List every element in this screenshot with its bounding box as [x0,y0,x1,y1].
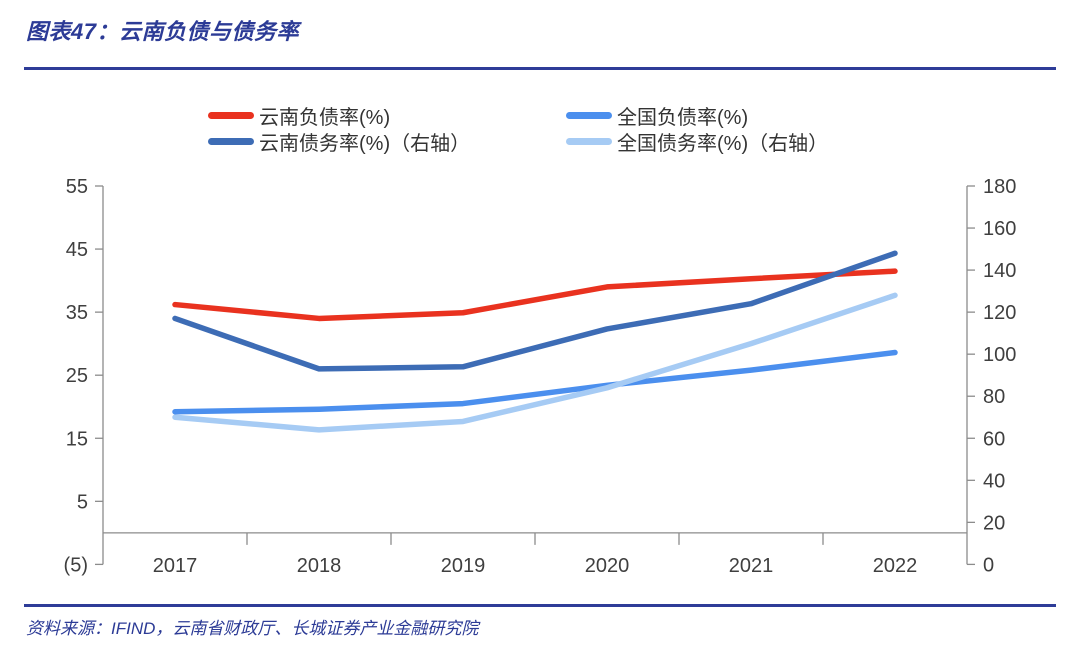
right-axis-tick-label: 180 [983,176,1016,198]
legend-label: 全国负债率(%) [617,106,749,129]
year-label: 2022 [873,555,918,577]
legend-marker-lightblue [566,137,612,145]
left-axis-tick-label: 55 [66,176,88,198]
left-axis-tick-label: 25 [66,365,88,387]
series-line-3 [172,292,898,433]
legend-marker-darkblue [208,137,254,145]
legend-marker-blue [566,111,612,119]
title-divider [24,67,1056,70]
right-axis-tick-label: 0 [983,554,994,576]
left-axis-tick-label: 15 [66,428,88,450]
series-line-2 [172,349,898,415]
year-label: 2020 [585,555,630,577]
year-label: 2021 [729,555,774,577]
right-axis-tick-label: 100 [983,344,1016,366]
right-axis-tick-label: 20 [983,512,1005,534]
legend-item-yunnan-fuzhailv: 云南负债率(%) [208,103,566,129]
right-axis-tick-label: 120 [983,302,1016,324]
left-axis-tick-label: (5) [64,554,88,576]
legend-item-quanguo-zhaiwulv: 全国债务率(%)（右轴） [566,129,829,155]
left-axis-tick-label: 45 [66,239,88,261]
year-label: 2017 [153,555,198,577]
left-axis-tick-label: 35 [66,302,88,324]
left-axis-tick-label: 5 [77,491,88,513]
legend-label: 云南债务率(%)（右轴） [259,132,471,155]
footer-divider [24,604,1056,607]
legend-item-yunnan-zhaiwulv: 云南债务率(%)（右轴） [208,129,566,155]
series-line-1 [172,250,898,372]
legend-item-quanguo-fuzhailv: 全国负债率(%) [566,103,828,129]
source-note: 资料来源：IFIND，云南省财政厅、长城证券产业金融研究院 [26,619,479,638]
legend-marker-red [208,111,254,119]
right-axis-tick-label: 140 [983,260,1016,282]
legend-label: 云南负债率(%) [259,106,391,129]
legend-label: 全国债务率(%)（右轴） [617,132,829,155]
year-label: 2018 [297,555,342,577]
right-axis-tick-label: 160 [983,218,1016,240]
chart-legend: 云南负债率(%) 全国负债率(%) 云南债务率(%)（右轴） 全国债务率(%)（… [208,103,829,155]
right-axis-tick-label: 80 [983,386,1005,408]
year-label: 2019 [441,555,486,577]
right-axis-tick-label: 40 [983,470,1005,492]
right-axis-tick-label: 60 [983,428,1005,450]
series-line-0 [172,268,898,322]
figure-title: 图表47：云南负债与债务率 [26,19,299,44]
